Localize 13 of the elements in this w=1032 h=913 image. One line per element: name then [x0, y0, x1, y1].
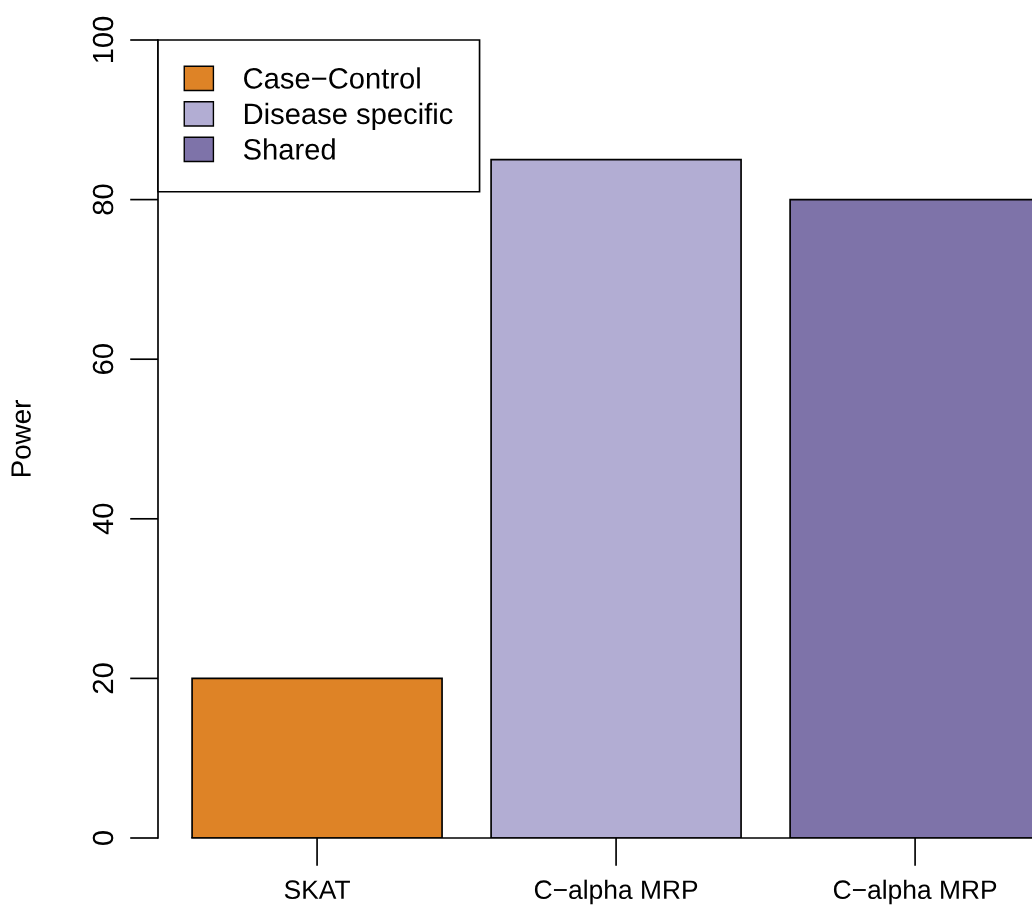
y-tick-label: 80 — [92, 184, 114, 215]
y-tick-label: 60 — [92, 344, 114, 374]
y-tick-label: 20 — [92, 663, 114, 694]
y-tick-label: 0 — [92, 831, 114, 845]
x-tick-label: C−alpha MRP — [534, 879, 698, 905]
y-tick-label: 100 — [92, 16, 114, 63]
legend-label: Case−Control — [244, 67, 420, 89]
y-tick-label: 40 — [92, 503, 114, 535]
y-axis-title: Power — [11, 400, 31, 477]
legend-label: Shared — [243, 138, 335, 160]
x-tick-label: SKAT — [284, 880, 350, 900]
legend-label: Disease specific — [244, 102, 453, 130]
x-tick-label: C−alpha MRP — [833, 879, 997, 905]
